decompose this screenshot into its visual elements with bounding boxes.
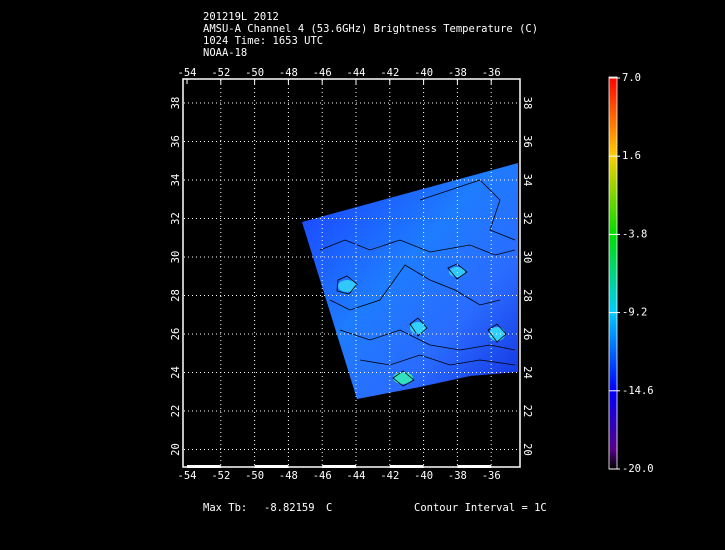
lat-label-left: 32 (170, 212, 182, 225)
axis-bar (322, 465, 356, 468)
contour (339, 329, 516, 351)
colorbar-label: 1.6 (622, 150, 641, 162)
lon-label-bottom: -42 (380, 470, 399, 482)
colorbar-label: -20.0 (622, 463, 654, 475)
axis-bar (389, 465, 424, 468)
max-label: Max Tb: (203, 502, 247, 514)
lat-label-right: 32 (521, 212, 533, 225)
lat-label-right: 28 (521, 289, 533, 302)
warm-spot (410, 322, 426, 334)
axis-bar (457, 465, 492, 468)
lon-label-top: -44 (347, 67, 366, 79)
contour-interval: Contour Interval = 1C (414, 502, 547, 514)
header-line: AMSU-A Channel 4 (53.6GHz) Brightness Te… (203, 23, 538, 35)
lon-label-top: -54 (178, 67, 197, 79)
graticule: -54 -54 -52 -52 -50 -50 -48 -48 -46 -46 -44 -44 -42 -… (170, 67, 533, 482)
contour (419, 179, 516, 241)
colorbar-label: -14.6 (622, 385, 654, 397)
contour (329, 264, 501, 311)
contour (359, 354, 516, 366)
header-line: NOAA-18 (203, 47, 247, 59)
lon-label-top: -48 (279, 67, 298, 79)
lat-label-right: 34 (521, 174, 533, 187)
lon-label-bottom: -38 (448, 470, 467, 482)
lon-label-bottom: -44 (347, 470, 366, 482)
lon-label-top: -42 (380, 67, 399, 79)
lat-label-left: 30 (170, 251, 182, 264)
lat-label-left: 34 (170, 174, 182, 187)
colorbar-label: 7.0 (622, 72, 641, 84)
axis-bar (187, 465, 221, 468)
warm-spot (338, 280, 356, 292)
lon-label-bottom: -54 (178, 470, 197, 482)
colorbar-label: -9.2 (622, 307, 647, 319)
lat-label-right: 20 (521, 443, 533, 456)
lat-label-right: 22 (521, 405, 533, 418)
lon-label-top: -36 (482, 67, 501, 79)
lat-label-right: 26 (521, 328, 533, 341)
lat-label-right: 36 (521, 135, 533, 148)
lon-label-bottom: -48 (279, 470, 298, 482)
lat-label-right: 38 (521, 97, 533, 110)
lat-label-right: 24 (521, 366, 533, 379)
max-value: -8.82159 (264, 502, 315, 514)
lon-label-top: -46 (313, 67, 332, 79)
lat-label-left: 26 (170, 328, 182, 341)
lat-label-left: 36 (170, 135, 182, 148)
lon-label-bottom: -52 (211, 470, 230, 482)
lon-label-bottom: -36 (482, 470, 501, 482)
colorbar-label: -3.8 (622, 228, 647, 240)
lat-label-left: 38 (170, 97, 182, 110)
contour (319, 239, 516, 256)
lon-label-top: -40 (414, 67, 433, 79)
lat-label-left: 24 (170, 366, 182, 379)
colorbar (608, 76, 618, 470)
lon-label-bottom: -40 (414, 470, 433, 482)
lat-label-left: 28 (170, 289, 182, 302)
lon-label-top: -50 (245, 67, 264, 79)
colorbar-labels: 7.0 1.6 -3.8 -9.2 -14.6 -20.0 (609, 72, 654, 475)
lon-label-bottom: -46 (313, 470, 332, 482)
header-line: 201219L 2012 (203, 11, 279, 23)
header-line: 1024 Time: 1653 UTC (203, 35, 323, 47)
lat-label-left: 20 (170, 443, 182, 456)
lon-label-bottom: -50 (245, 470, 264, 482)
lon-label-top: -52 (211, 67, 230, 79)
axis-bar (254, 465, 289, 468)
lon-label-top: -38 (448, 67, 467, 79)
max-unit: C (326, 502, 332, 514)
lat-label-left: 22 (170, 405, 182, 418)
lat-label-right: 30 (521, 251, 533, 264)
contour (336, 263, 507, 387)
